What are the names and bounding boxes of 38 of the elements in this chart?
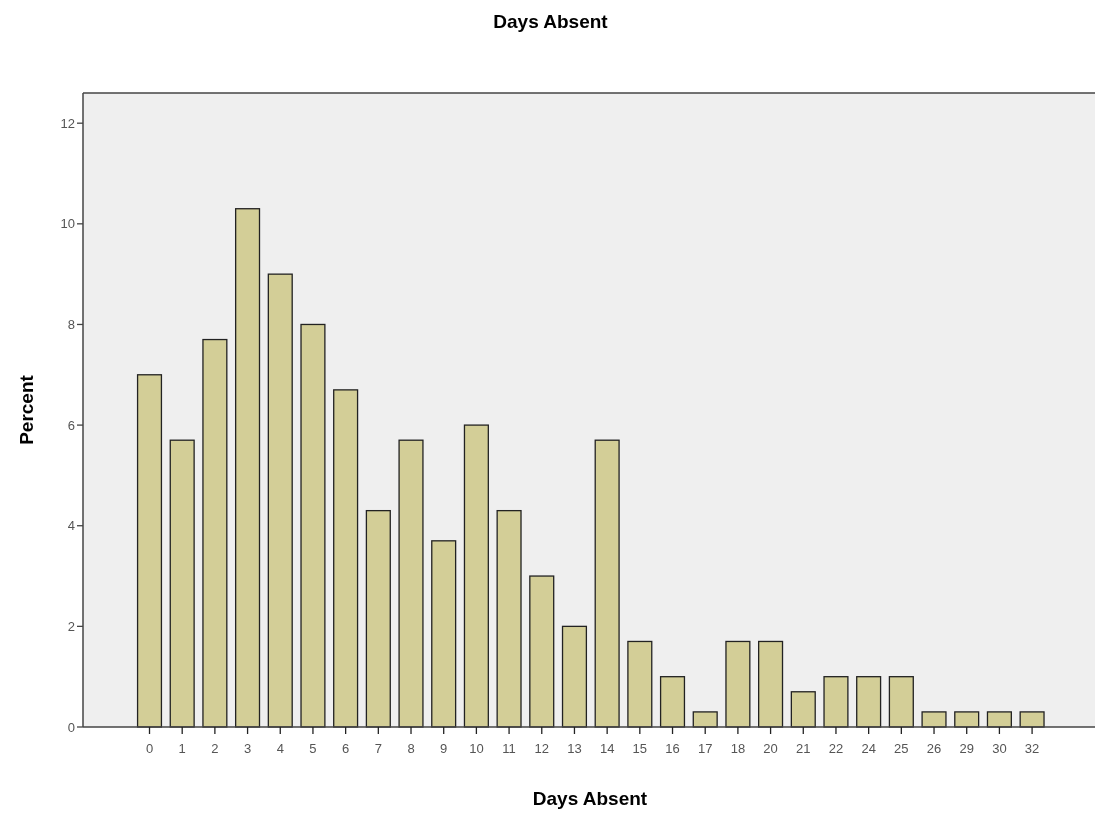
- x-tick-label: 26: [926, 741, 942, 756]
- y-axis-title: Percent: [16, 374, 37, 445]
- x-tick-label: 22: [828, 741, 844, 756]
- x-tick-label: 6: [342, 741, 350, 756]
- x-tick-label: 14: [599, 741, 615, 756]
- x-tick-label: 10: [469, 741, 484, 756]
- x-tick-label: 9: [440, 741, 448, 756]
- x-tick-label: 11: [502, 741, 516, 756]
- chart-title: Days Absent: [493, 11, 609, 32]
- x-tick-label: 25: [894, 741, 909, 756]
- x-tick-label: 7: [374, 741, 382, 756]
- x-tick-label: 18: [730, 741, 746, 756]
- y-tick-label: 12: [60, 115, 75, 131]
- y-tick-label: 4: [67, 518, 75, 534]
- x-tick-label: 30: [992, 741, 1007, 756]
- x-tick-label: 3: [243, 741, 252, 756]
- x-tick-label: 17: [697, 741, 713, 756]
- y-tick-label: 6: [67, 417, 75, 433]
- x-tick-label: 24: [861, 741, 876, 756]
- x-tick-label: 12: [534, 741, 549, 756]
- x-tick-label: 2: [211, 741, 219, 756]
- x-tick-label: 29: [959, 741, 974, 756]
- x-tick-label: 21: [796, 741, 811, 756]
- x-tick-label: 1: [178, 741, 186, 756]
- y-tick-label: 2: [67, 618, 75, 634]
- x-tick-label: 5: [309, 741, 317, 756]
- x-tick-label: 32: [1024, 741, 1040, 756]
- x-tick-label: 20: [763, 741, 778, 756]
- x-axis-title: Days Absent: [532, 788, 648, 809]
- y-tick-label: 0: [67, 719, 75, 735]
- x-tick-label: 15: [632, 741, 648, 756]
- x-tick-label: 4: [276, 741, 284, 756]
- x-tick-label: 0: [145, 741, 154, 756]
- x-tick-label: 13: [567, 741, 582, 756]
- y-tick-label: 8: [67, 317, 75, 333]
- y-tick-label: 10: [60, 216, 75, 232]
- x-tick-label: 16: [665, 741, 680, 756]
- x-tick-label: 8: [407, 741, 415, 756]
